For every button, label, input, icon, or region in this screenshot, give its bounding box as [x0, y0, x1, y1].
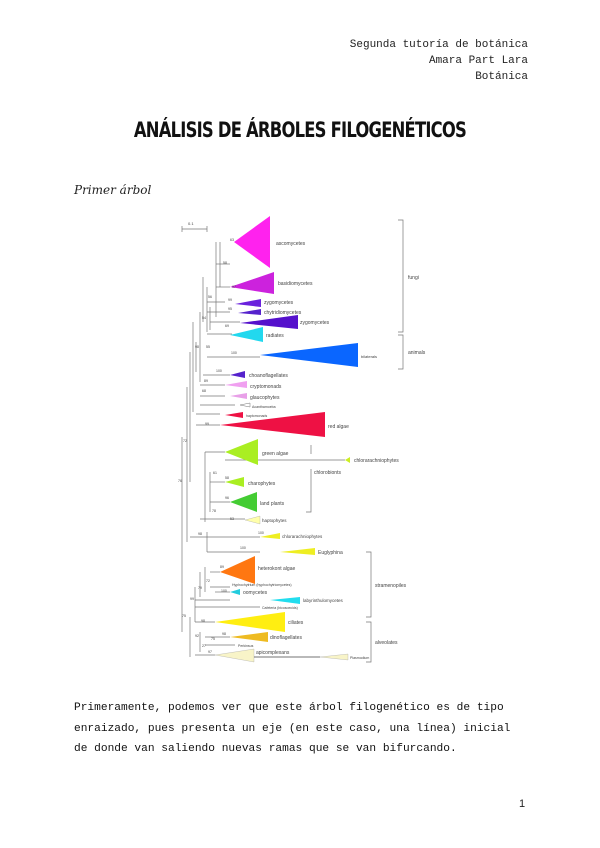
svg-text:100: 100 [221, 589, 227, 593]
svg-text:95: 95 [228, 307, 232, 311]
paragraph-line: de donde van saliendo nuevas ramas que s… [74, 743, 457, 755]
svg-text:79: 79 [198, 586, 202, 590]
svg-text:98: 98 [198, 532, 202, 536]
svg-text:choanoflagellates: choanoflagellates [249, 373, 288, 379]
svg-text:chlorarachniophytes: chlorarachniophytes [282, 534, 323, 539]
svg-text:55: 55 [206, 345, 210, 349]
section-subtitle: Primer árbol [74, 183, 152, 197]
svg-text:100: 100 [258, 531, 264, 535]
svg-text:97: 97 [232, 285, 236, 289]
svg-text:100: 100 [216, 369, 222, 373]
svg-text:58: 58 [225, 476, 229, 480]
svg-text:63: 63 [230, 238, 234, 242]
svg-text:alveolates: alveolates [375, 640, 398, 646]
svg-text:100: 100 [240, 546, 246, 550]
header-line-author: Amara Part Lara [428, 55, 528, 67]
svg-text:apicomplexans: apicomplexans [256, 650, 290, 656]
document-header: Segunda tutoría de botánica Amara Part L… [350, 37, 528, 85]
svg-text:27: 27 [202, 644, 206, 648]
svg-text:chlorobionts: chlorobionts [314, 470, 341, 476]
svg-text:58: 58 [223, 261, 227, 265]
svg-text:54: 54 [202, 316, 206, 320]
svg-text:fungi: fungi [408, 275, 419, 281]
body-paragraph: Primeramente, podemos ver que este árbol… [74, 698, 544, 760]
svg-text:96: 96 [225, 496, 229, 500]
svg-text:53: 53 [230, 517, 234, 521]
svg-text:land plants: land plants [260, 501, 285, 507]
svg-text:72: 72 [206, 579, 210, 583]
svg-text:oomycetes: oomycetes [243, 590, 268, 596]
paragraph-line: Primeramente, podemos ver que este árbol… [74, 702, 504, 714]
svg-text:radiates: radiates [266, 333, 284, 339]
svg-text:basidiomycetes: basidiomycetes [278, 281, 313, 287]
svg-text:zygomycetes: zygomycetes [300, 320, 330, 326]
svg-text:ascomycetes: ascomycetes [276, 241, 306, 247]
svg-text:Euglyphina: Euglyphina [318, 550, 343, 556]
svg-text:Plasmodium: Plasmodium [350, 656, 369, 660]
svg-text:red algae: red algae [328, 424, 349, 430]
svg-text:98: 98 [222, 632, 226, 636]
page-number: 1 [519, 798, 526, 810]
svg-text:0.1: 0.1 [188, 221, 194, 226]
svg-text:99: 99 [190, 597, 194, 601]
svg-text:heterokont algae: heterokont algae [258, 566, 295, 572]
svg-text:charophytes: charophytes [248, 481, 276, 487]
header-line-subject: Botánica [475, 71, 528, 83]
paragraph-line: enraizado, pues presenta un eje (en este… [74, 722, 511, 735]
header-line-course: Segunda tutoría de botánica [349, 39, 528, 51]
svg-text:76: 76 [178, 479, 182, 483]
svg-text:green algae: green algae [262, 451, 289, 457]
svg-text:Hyphochytrium (hyphochytriomyc: Hyphochytrium (hyphochytriomycetes) [232, 583, 292, 587]
svg-text:Perkinsus: Perkinsus [238, 644, 254, 648]
document-title: ANÁLISIS DE ÁRBOLES FILOGENÉTICOS [133, 118, 467, 142]
svg-text:68: 68 [202, 389, 206, 393]
svg-text:glaucophytes: glaucophytes [250, 395, 280, 401]
svg-text:haptophytes: haptophytes [262, 518, 287, 523]
svg-text:98: 98 [201, 619, 205, 623]
svg-text:labyrinthulomycetes: labyrinthulomycetes [303, 598, 344, 603]
svg-text:78: 78 [212, 509, 216, 513]
svg-text:dinoflagellates: dinoflagellates [270, 635, 302, 641]
svg-text:100: 100 [231, 351, 237, 355]
svg-text:99: 99 [205, 422, 209, 426]
svg-text:cryptomonads: cryptomonads [250, 384, 282, 390]
svg-text:bilaterals: bilaterals [361, 354, 377, 359]
svg-text:Acanthamoeba: Acanthamoeba [252, 405, 276, 409]
phylogenetic-tree-figure: 0.1 ascomycetes basidiomycetes zygomycet… [170, 212, 440, 672]
svg-text:99: 99 [228, 298, 232, 302]
svg-text:chytridiomycetes: chytridiomycetes [264, 310, 302, 316]
svg-text:stramenopiles: stramenopiles [375, 583, 407, 589]
svg-text:98: 98 [195, 345, 199, 349]
svg-text:72: 72 [183, 439, 187, 443]
svg-text:chlorarachniophytes: chlorarachniophytes [354, 458, 399, 464]
svg-text:97: 97 [208, 650, 212, 654]
svg-text:69: 69 [225, 324, 229, 328]
svg-text:75: 75 [211, 637, 215, 641]
svg-text:zygomycetes: zygomycetes [264, 300, 294, 306]
svg-text:89: 89 [204, 379, 208, 383]
svg-text:75: 75 [182, 614, 186, 618]
svg-text:56: 56 [208, 295, 212, 299]
svg-text:Cafeteria (bicosoecids): Cafeteria (bicosoecids) [262, 606, 298, 610]
svg-text:61: 61 [213, 471, 217, 475]
svg-text:animals: animals [408, 350, 426, 356]
svg-text:92: 92 [195, 634, 199, 638]
svg-text:haptomonads: haptomonads [246, 414, 267, 418]
phylogenetic-tree-image: 0.1 ascomycetes basidiomycetes zygomycet… [178, 216, 426, 663]
svg-text:ciliates: ciliates [288, 620, 304, 626]
svg-text:89: 89 [220, 565, 224, 569]
